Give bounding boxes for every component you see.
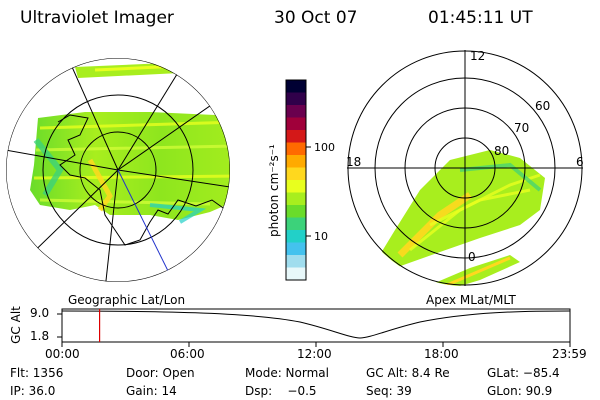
- emission-streak: [33, 174, 230, 180]
- altitude-y-tick-label: 1.8: [30, 329, 50, 343]
- emission-streak: [39, 198, 211, 206]
- door-status: Door: Open: [126, 366, 195, 380]
- meridian-line: [104, 169, 119, 282]
- date-label: 30 Oct 07: [274, 8, 358, 28]
- meridian-line: [117, 169, 230, 191]
- colorbar-cell: [286, 205, 306, 219]
- flight-number: Flt: 1356: [10, 366, 64, 380]
- colorbar-cell: [286, 180, 306, 194]
- emission-band: [75, 62, 200, 78]
- apex-caption: Apex MLat/MLT: [426, 293, 516, 307]
- sequence-number: Seq: 39: [366, 384, 412, 398]
- colorbar-tick-label: 10: [314, 230, 328, 243]
- altitude-plot-frame: [61, 308, 571, 343]
- altitude-y-tick-label: 9.0: [30, 306, 50, 320]
- mlat-label-80: 80: [494, 144, 509, 158]
- geographic-map: [6, 58, 230, 282]
- mlt-label-6: 6: [576, 155, 584, 169]
- colorbar-tick-label: 100: [314, 141, 335, 154]
- altitude-curve: [61, 310, 571, 339]
- colorbar-cell: [286, 80, 306, 94]
- geographic-latitude: GLat: −85.4: [487, 366, 560, 380]
- colorbar-cell: [286, 255, 306, 269]
- altitude-ylabel: GC Alt: [9, 306, 23, 344]
- mlt-label-0: 0: [468, 250, 476, 264]
- colorbar-cell: [286, 105, 306, 119]
- mlat-label-70: 70: [514, 121, 529, 135]
- colorbar-cell: [286, 92, 306, 106]
- colorbar-cell: [286, 130, 306, 144]
- emission-streak: [35, 144, 230, 152]
- colorbar-unit-label: photon cm⁻²s⁻¹: [267, 144, 281, 237]
- emission-streak: [39, 120, 230, 130]
- geographic-longitude: GLon: 90.9: [487, 384, 553, 398]
- geographic-caption: Geographic Lat/Lon: [68, 293, 186, 307]
- mlat-label-60: 60: [535, 99, 550, 113]
- colorbar-cell: [286, 192, 306, 206]
- altitude-x-tick-label: 23:59: [552, 347, 587, 361]
- colorbar-cell: [286, 267, 306, 281]
- coastline: [57, 114, 230, 246]
- colorbar-cell: [286, 230, 306, 244]
- colorbar: 100 10 photon cm⁻²s⁻¹: [267, 79, 335, 281]
- emission-region: [30, 112, 230, 220]
- sun-direction-line: [117, 169, 176, 282]
- gc-altitude: GC Alt: 8.4 Re: [366, 366, 450, 380]
- gain-value: Gain: 14: [126, 384, 177, 398]
- colorbar-cell: [286, 217, 306, 231]
- latitude-circle: [42, 94, 194, 246]
- mode-status: Mode: Normal: [245, 366, 329, 380]
- altitude-x-tick-label: 18:00: [424, 347, 459, 361]
- meridian-line: [6, 149, 119, 171]
- mlt-label-18: 18: [346, 155, 361, 169]
- colorbar-cell: [286, 142, 306, 156]
- emission-streak: [439, 256, 511, 286]
- time-label: 01:45:11 UT: [428, 8, 533, 28]
- dim-arc: [33, 138, 64, 197]
- instrument-title: Ultraviolet Imager: [20, 8, 174, 28]
- colorbar-cell: [286, 155, 306, 169]
- colorbar-cell: [286, 117, 306, 131]
- colorbar-cell: [286, 242, 306, 256]
- altitude-x-tick-label: 12:00: [297, 347, 332, 361]
- latitude-circle: [79, 131, 157, 209]
- altitude-x-tick-label: 00:00: [45, 347, 80, 361]
- dsp-value: Dsp: −0.5: [245, 384, 317, 398]
- emission-streak: [429, 188, 531, 227]
- ip-value: IP: 36.0: [10, 384, 56, 398]
- mlt-label-12: 12: [470, 49, 485, 63]
- altitude-x-tick-label: 06:00: [170, 347, 205, 361]
- colorbar-frame: [285, 79, 307, 281]
- colorbar-cell: [286, 167, 306, 181]
- dim-arc: [149, 203, 207, 224]
- altitude-plot: [57, 308, 571, 347]
- apex-polar-plot: 12 6 18 0 80 70 60: [346, 49, 584, 286]
